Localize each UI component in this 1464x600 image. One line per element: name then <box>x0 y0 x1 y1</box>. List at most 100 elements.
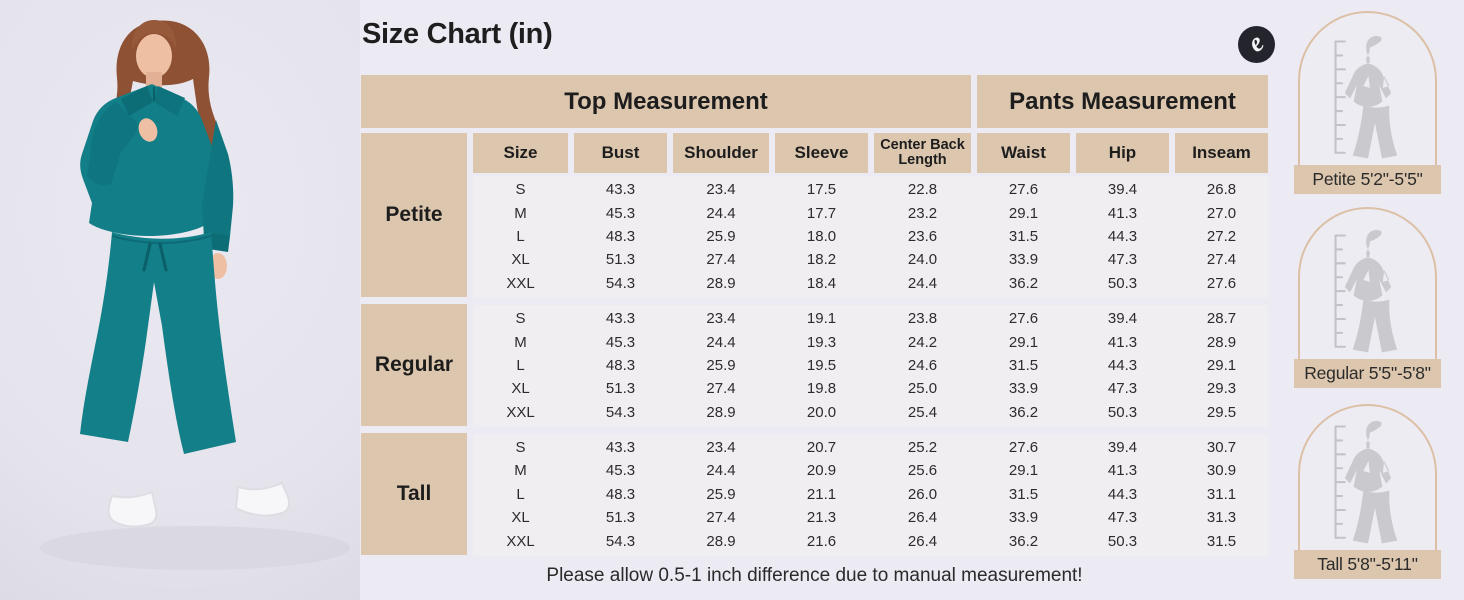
measurement-cell: 51.3 <box>605 509 636 527</box>
measurement-cell: 39.4 <box>1107 439 1138 457</box>
measurement-cell: 31.1 <box>1206 485 1237 503</box>
column-header-size: Size <box>473 133 568 173</box>
measurement-cell: 28.7 <box>1206 310 1237 328</box>
measurement-cell: 47.3 <box>1107 251 1138 269</box>
measurement-cell: 19.1 <box>806 310 837 328</box>
measurement-band-regular: S 43.3 23.4 19.1 23.8 27.6 39.4 28.7 M 45.3 24.4 19… <box>473 304 1268 427</box>
height-card-petite: Petite 5'2"-5'5" <box>1294 9 1441 194</box>
column-header-shoulder: Shoulder <box>673 133 769 173</box>
measurement-cell: 44.3 <box>1107 356 1138 374</box>
measurement-cell: 50.3 <box>1107 274 1138 292</box>
brand-logo-glyph: e <box>1240 27 1269 59</box>
size-row-tall-s: S 43.3 23.4 20.7 25.2 27.6 39.4 30.7 <box>473 436 1268 459</box>
measurement-cell: 30.7 <box>1206 439 1237 457</box>
measurement-cell: 31.5 <box>1206 532 1237 550</box>
measurement-cell: 48.3 <box>605 227 636 245</box>
measurement-cell: 17.7 <box>806 204 837 222</box>
height-card-arch <box>1298 207 1437 360</box>
measurement-cell: 18.4 <box>806 274 837 292</box>
size-cell: XL <box>511 251 530 269</box>
measurement-cell: 47.3 <box>1107 380 1138 398</box>
size-cell: L <box>516 356 525 374</box>
measurement-cell: 29.3 <box>1206 380 1237 398</box>
figure-ruler-icon <box>1334 228 1398 354</box>
measurement-cell: 43.3 <box>605 181 636 199</box>
height-card-tall: Tall 5'8"-5'11" <box>1294 402 1441 579</box>
size-cell: S <box>515 310 526 328</box>
size-cell: L <box>516 485 525 503</box>
measurement-cell: 41.3 <box>1107 333 1138 351</box>
measurement-cell: 26.8 <box>1206 181 1237 199</box>
top-measurement-header: Top Measurement <box>361 75 971 128</box>
measurement-cell: 39.4 <box>1107 310 1138 328</box>
measurement-cell: 26.4 <box>907 509 938 527</box>
measurement-cell: 28.9 <box>706 532 736 550</box>
measurement-cell: 24.4 <box>907 274 938 292</box>
measurement-banners: Top Measurement Pants Measurement <box>361 75 1268 128</box>
size-row-regular-s: S 43.3 23.4 19.1 23.8 27.6 39.4 28.7 <box>473 307 1268 330</box>
measurement-cell: 20.0 <box>806 403 837 421</box>
measurement-cell: 24.0 <box>907 251 938 269</box>
measurement-cell: 31.5 <box>1008 485 1039 503</box>
measurement-cell: 36.2 <box>1008 274 1039 292</box>
measurement-cell: 29.1 <box>1008 462 1039 480</box>
measurement-cell: 30.9 <box>1206 462 1237 480</box>
measurement-cell: 31.3 <box>1206 509 1237 527</box>
group-label-tall: Tall <box>361 433 467 555</box>
measurement-cell: 23.4 <box>706 181 736 199</box>
measurement-cell: 48.3 <box>605 485 636 503</box>
measurement-cell: 21.1 <box>806 485 837 503</box>
height-card-label: Regular 5'5"-5'8" <box>1294 359 1441 388</box>
measurement-cell: 36.2 <box>1008 403 1039 421</box>
size-row-tall-l: L 48.3 25.9 21.1 26.0 31.5 44.3 31.1 <box>473 483 1268 506</box>
measurement-cell: 51.3 <box>605 251 636 269</box>
size-table: Petite Regular Tall Size Bust Shoulder Sleeve… <box>361 133 1268 563</box>
measurement-cell: 24.4 <box>706 462 736 480</box>
measurement-cell: 19.3 <box>806 333 837 351</box>
measurement-cell: 21.3 <box>806 509 837 527</box>
measurement-cell: 27.2 <box>1206 227 1237 245</box>
measurement-cell: 23.6 <box>907 227 938 245</box>
size-row-regular-m: M 45.3 24.4 19.3 24.2 29.1 41.3 28.9 <box>473 330 1268 353</box>
measurement-cell: 25.9 <box>706 485 736 503</box>
measurement-cell: 39.4 <box>1107 181 1138 199</box>
measurement-cell: 45.3 <box>605 462 636 480</box>
column-header-row: Size Bust Shoulder Sleeve Center Back Length… <box>473 133 1268 173</box>
measurement-cell: 18.0 <box>806 227 837 245</box>
measurement-cell: 24.6 <box>907 356 938 374</box>
size-cell: M <box>514 462 527 480</box>
measurement-cell: 47.3 <box>1107 509 1138 527</box>
column-header-inseam: Inseam <box>1175 133 1268 173</box>
measurement-cell: 50.3 <box>1107 532 1138 550</box>
measurement-cell: 45.3 <box>605 204 636 222</box>
measurement-cell: 19.8 <box>806 380 837 398</box>
size-row-petite-s: S 43.3 23.4 17.5 22.8 27.6 39.4 26.8 <box>473 178 1268 201</box>
size-row-regular-xxl: XXL 54.3 28.9 20.0 25.4 36.2 50.3 29.5 <box>473 401 1268 424</box>
measurement-cell: 27.6 <box>1206 274 1237 292</box>
measurement-cell: 26.4 <box>907 532 938 550</box>
measurement-cell: 23.4 <box>706 310 736 328</box>
measurement-cell: 27.4 <box>706 509 736 527</box>
measurement-cell: 31.5 <box>1008 227 1039 245</box>
measurement-band-tall: S 43.3 23.4 20.7 25.2 27.6 39.4 30.7 M 45.3 24.4 20… <box>473 433 1268 556</box>
measurement-cell: 21.6 <box>806 532 837 550</box>
figure-ruler-icon <box>1334 34 1398 160</box>
product-photo <box>0 0 360 600</box>
measurement-cell: 43.3 <box>605 439 636 457</box>
model-illustration <box>40 20 350 570</box>
column-header-waist: Waist <box>977 133 1070 173</box>
measurement-cell: 17.5 <box>806 181 837 199</box>
measurement-band-petite: S 43.3 23.4 17.5 22.8 27.6 39.4 26.8 M 45.3 24.4 17… <box>473 176 1268 298</box>
measurement-cell: 27.6 <box>1008 310 1039 328</box>
height-card-label: Tall 5'8"-5'11" <box>1294 550 1441 579</box>
column-header-center-back-length: Center Back Length <box>874 133 971 173</box>
size-cell: S <box>515 439 526 457</box>
size-cell: XL <box>511 509 530 527</box>
measurement-cell: 29.1 <box>1008 204 1039 222</box>
measurement-cell: 41.3 <box>1107 462 1138 480</box>
size-row-petite-xxl: XXL 54.3 28.9 18.4 24.4 36.2 50.3 27.6 <box>473 272 1268 295</box>
height-card-regular: Regular 5'5"-5'8" <box>1294 205 1441 388</box>
size-row-regular-xl: XL 51.3 27.4 19.8 25.0 33.9 47.3 29.3 <box>473 377 1268 400</box>
measurement-cell: 25.6 <box>907 462 938 480</box>
